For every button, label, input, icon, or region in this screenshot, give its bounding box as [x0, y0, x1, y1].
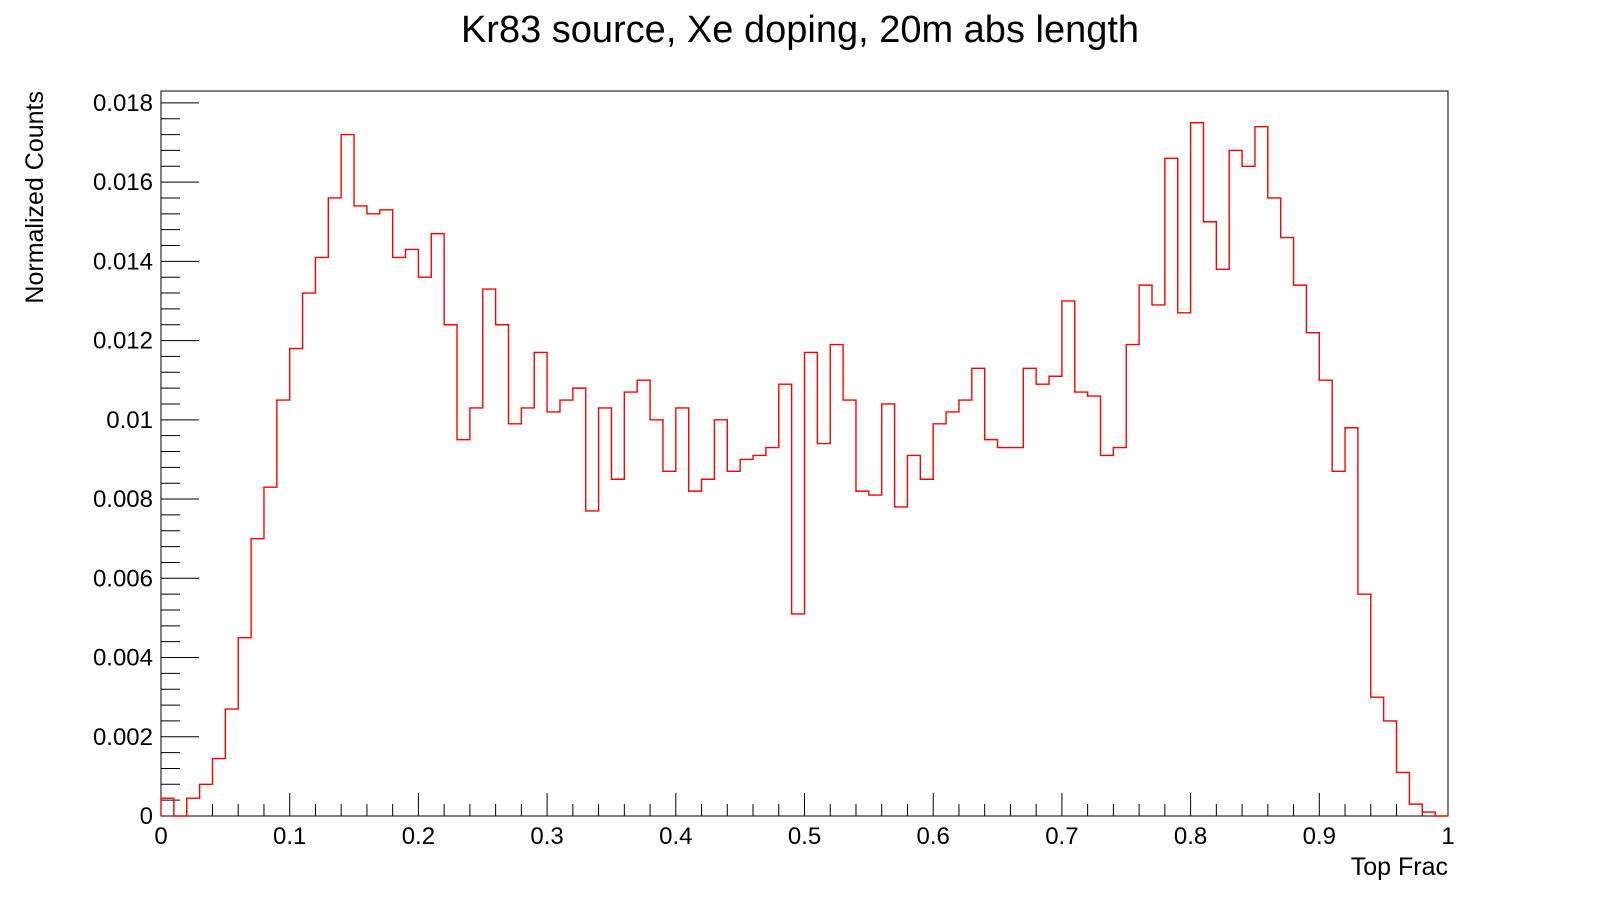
- x-tick-label: 1: [1441, 823, 1454, 850]
- x-tick-label: 0.5: [788, 823, 821, 850]
- x-tick-label: 0.7: [1045, 823, 1078, 850]
- y-tick-label: 0.016: [93, 169, 153, 196]
- y-tick-label: 0.01: [106, 407, 153, 434]
- plot-area: 0 0.002 0.004 0.006 0.008 0.01 0.012 0.014 0.016…: [93, 90, 1455, 850]
- histogram-series-line: [160, 121, 1448, 817]
- y-tick-label: 0.012: [93, 328, 153, 355]
- x-tick-label: 0.4: [659, 823, 692, 850]
- y-axis-title: Normalized Counts: [21, 91, 49, 304]
- y-tick-label: 0.002: [93, 724, 153, 751]
- x-axis-title: Top Frac: [1351, 853, 1448, 881]
- y-tick-label: 0.004: [93, 645, 153, 672]
- x-tick-label: 0.3: [530, 823, 563, 850]
- x-tick-label: 0.8: [1174, 823, 1207, 850]
- y-tick-label: 0.008: [93, 486, 153, 513]
- y-tick-label: 0.006: [93, 565, 153, 592]
- x-tick-label: 0.2: [402, 823, 435, 850]
- x-tick-label: 0: [154, 823, 167, 850]
- x-tick-label: 0.6: [917, 823, 950, 850]
- x-tick-label: 0.1: [273, 823, 306, 850]
- y-tick-label: 0.018: [93, 90, 153, 117]
- y-tick-label: 0.014: [93, 248, 153, 275]
- y-tick-label: 0: [140, 803, 153, 830]
- x-tick-label: 0.9: [1303, 823, 1336, 850]
- chart-title: Kr83 source, Xe doping, 20m abs length: [461, 9, 1139, 51]
